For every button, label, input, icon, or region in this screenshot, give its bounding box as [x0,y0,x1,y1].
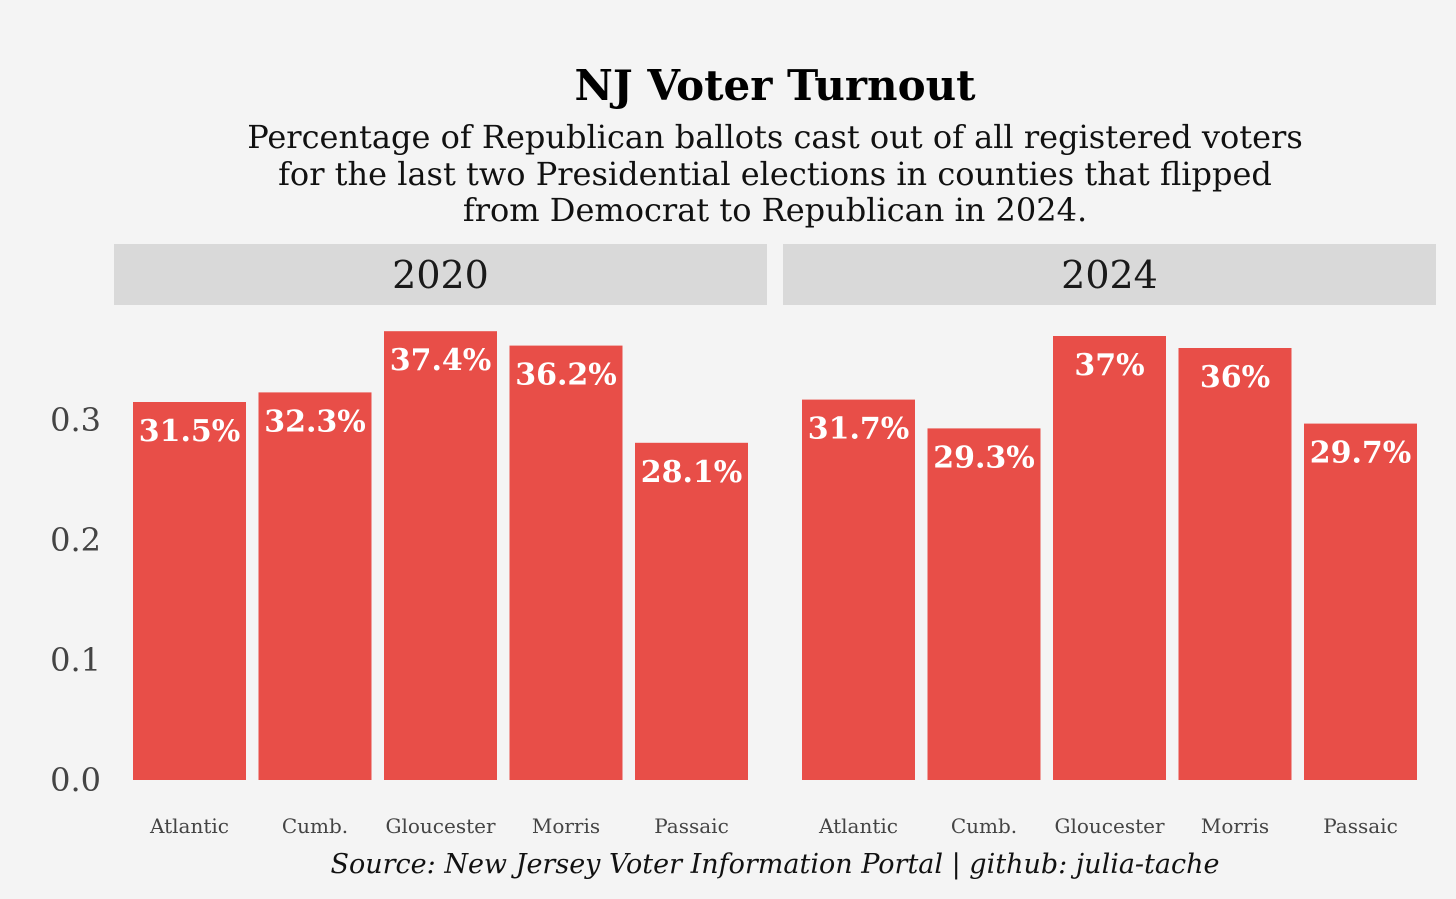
y-tick-label: 0.2 [50,521,101,559]
x-tick-label: Cumb. [282,814,348,838]
bar-value-label: 36.2% [515,358,617,393]
chart-subtitle-line-3: from Democrat to Republican in 2024. [463,191,1087,229]
x-tick-label: Gloucester [385,814,495,838]
bar-2024-morris [1178,348,1292,780]
x-tick-label: Morris [1201,814,1269,838]
panel-2020: 2020 31.5% Atlantic 32.3% Cumb. 37.4% Gloucest… [114,244,767,838]
panel-2024: 2024 31.7% Atlantic 29.3% Cumb. 37% Gloucester… [783,244,1436,838]
x-tick-label: Cumb. [951,814,1017,838]
facet-strip-label: 2020 [392,253,489,297]
bar-2020-gloucester [384,331,497,780]
facet-strip-label: 2024 [1061,253,1158,297]
bar-value-label: 31.7% [808,412,910,447]
x-tick-label: Atlantic [818,814,898,838]
x-tick-label: Passaic [1323,814,1398,838]
x-tick-label: Passaic [654,814,729,838]
chart-subtitle-line-1: Percentage of Republican ballots cast ou… [247,118,1303,156]
bar-value-label: 37.4% [390,343,492,378]
bar-2024-gloucester [1053,336,1166,780]
chart-subtitle-line-2: for the last two Presidential elections … [278,155,1272,193]
bar-value-label: 29.7% [1310,436,1412,471]
y-tick-label: 0.0 [50,761,101,799]
facet-strip [783,244,1436,305]
bar-value-label: 36% [1200,360,1270,395]
bar-value-label: 31.5% [139,414,241,449]
bar-2020-atlantic [133,402,246,780]
y-axis: 0.0 0.1 0.2 0.3 [50,401,101,799]
y-tick-label: 0.1 [50,641,101,679]
bar-value-label: 28.1% [641,455,743,490]
bar-2024-passaic [1304,423,1417,780]
x-tick-label: Atlantic [149,814,229,838]
bar-2020-morris [509,345,623,780]
bar-2020-cumb [258,392,372,780]
panels: 2020 31.5% Atlantic 32.3% Cumb. 37.4% Gloucest… [114,244,1436,838]
bar-value-label: 32.3% [264,404,366,439]
x-tick-label: Morris [532,814,600,838]
bar-2024-cumb [927,428,1041,780]
bar-value-label: 29.3% [933,440,1035,475]
y-tick-label: 0.3 [50,401,101,439]
chart-caption: Source: New Jersey Voter Information Por… [331,849,1220,880]
chart-title: NJ Voter Turnout [574,61,976,110]
x-tick-label: Gloucester [1054,814,1164,838]
bar-2024-atlantic [802,399,915,780]
bar-value-label: 37% [1074,348,1144,383]
facet-strip [114,244,767,305]
bar-2020-passaic [635,442,748,780]
